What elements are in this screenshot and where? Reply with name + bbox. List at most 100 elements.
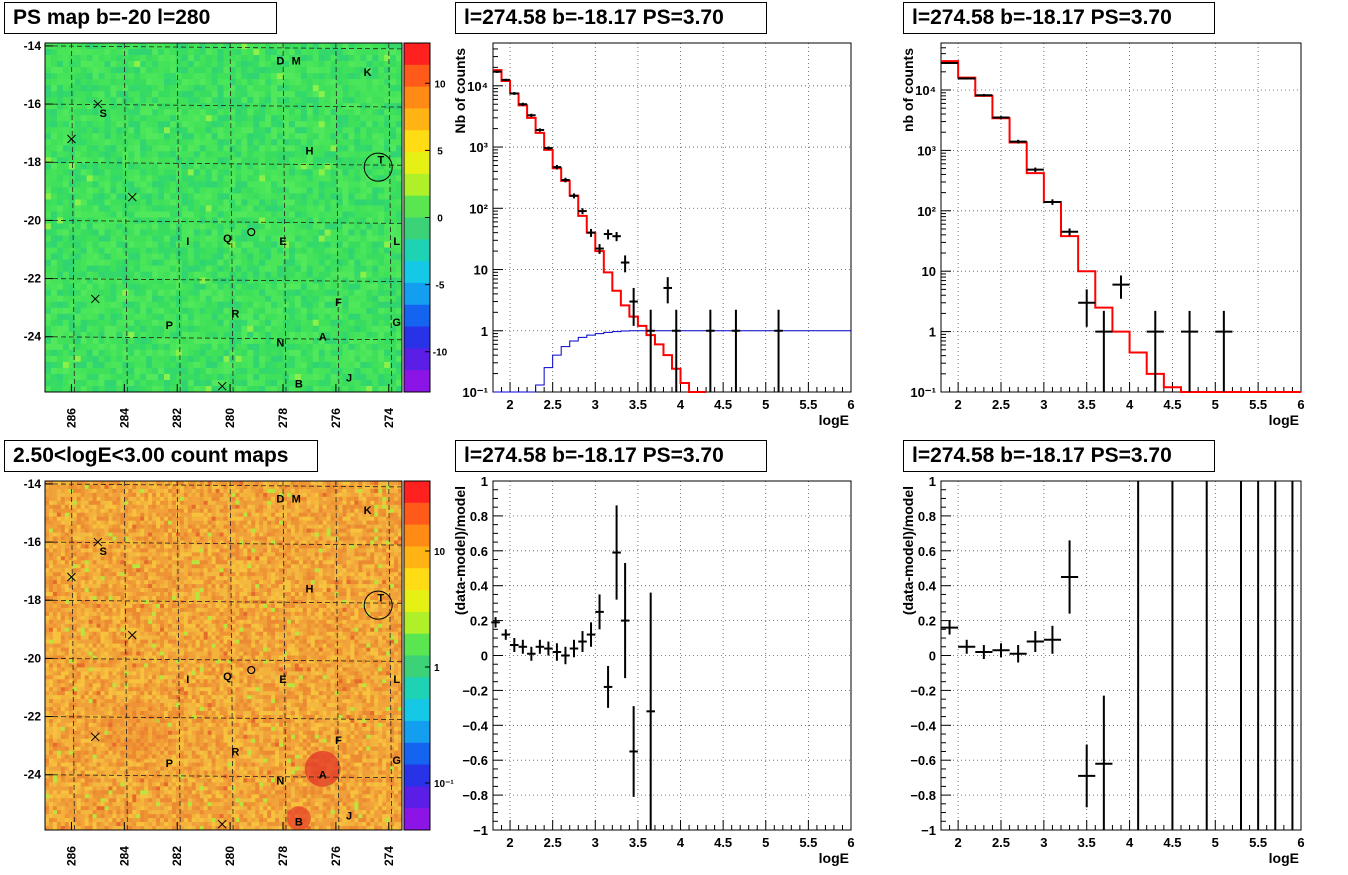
map-pixel bbox=[134, 259, 141, 267]
map-pixel bbox=[271, 361, 278, 369]
map-pixel bbox=[80, 175, 88, 182]
map-pixel bbox=[271, 193, 278, 200]
map-pixel bbox=[62, 55, 70, 62]
map-pixel bbox=[362, 500, 367, 506]
map-pixel bbox=[394, 500, 399, 506]
map-pixel bbox=[306, 49, 314, 56]
map-pixel bbox=[372, 283, 379, 291]
map-pixel bbox=[98, 91, 105, 98]
map-pixel bbox=[74, 325, 82, 333]
map-pixel bbox=[366, 193, 373, 200]
map-pixel bbox=[86, 91, 93, 98]
map-pixel bbox=[330, 373, 337, 381]
map-pixel bbox=[324, 337, 331, 345]
map-pixel bbox=[290, 532, 296, 537]
map-pixel bbox=[195, 528, 201, 533]
map-pixel bbox=[207, 512, 212, 518]
map-pixel bbox=[98, 223, 105, 230]
map-pixel bbox=[348, 355, 355, 363]
map-pixel bbox=[217, 43, 224, 50]
map-pixel bbox=[215, 516, 220, 522]
map-pixel bbox=[283, 247, 290, 255]
map-pixel bbox=[229, 145, 236, 152]
map-pixel bbox=[235, 103, 242, 110]
map-pixel bbox=[390, 271, 397, 279]
map-pixel bbox=[384, 73, 391, 80]
map-pixel bbox=[164, 235, 171, 242]
map-pixel bbox=[112, 496, 117, 502]
map-pixel bbox=[382, 516, 387, 522]
map-pixel bbox=[116, 229, 123, 236]
map-pixel bbox=[342, 301, 349, 309]
map-pixel bbox=[140, 528, 145, 533]
map-pixel bbox=[241, 325, 248, 333]
map-pixel bbox=[374, 484, 379, 490]
map-pixel bbox=[164, 43, 171, 50]
map-pixel bbox=[374, 524, 379, 529]
map-pixel bbox=[286, 532, 292, 537]
map-pixel bbox=[60, 540, 66, 545]
map-pixel bbox=[300, 163, 308, 170]
map-pixel bbox=[312, 223, 320, 230]
map-pixel bbox=[116, 484, 121, 490]
map-pixel bbox=[259, 481, 264, 486]
map-pixel bbox=[223, 235, 230, 242]
map-pixel bbox=[68, 211, 76, 218]
map-pixel bbox=[50, 115, 58, 122]
map-pixel bbox=[164, 55, 171, 62]
map-pixel bbox=[384, 301, 391, 309]
map-pixel bbox=[378, 516, 383, 522]
map-pixel bbox=[203, 492, 209, 498]
map-pixel bbox=[169, 265, 177, 273]
map-pixel bbox=[169, 319, 177, 327]
map-pixel bbox=[235, 91, 242, 98]
map-pixel bbox=[84, 536, 90, 541]
map-pixel bbox=[360, 163, 367, 170]
map-pixel bbox=[80, 205, 88, 212]
map-pixel bbox=[342, 265, 349, 273]
map-pixel bbox=[283, 516, 288, 522]
map-pixel bbox=[136, 496, 141, 502]
map-pixel bbox=[312, 373, 320, 381]
map-pixel bbox=[116, 61, 123, 68]
map-pixel bbox=[116, 289, 123, 297]
map-pixel bbox=[366, 500, 371, 506]
map-pixel bbox=[235, 301, 242, 309]
map-pixel bbox=[181, 361, 189, 369]
map-pixel bbox=[277, 127, 284, 134]
map-pixel bbox=[56, 385, 64, 393]
map-pixel bbox=[306, 532, 312, 537]
map-pixel bbox=[211, 277, 218, 285]
map-pixel bbox=[50, 229, 58, 236]
map-pixel bbox=[358, 512, 363, 518]
map-pixel bbox=[205, 325, 212, 333]
source-label-B: B bbox=[295, 378, 303, 390]
map-pixel bbox=[318, 504, 324, 510]
map-pixel bbox=[146, 307, 153, 315]
map-pixel bbox=[378, 508, 383, 514]
map-pixel bbox=[193, 109, 201, 116]
map-pixel bbox=[108, 528, 113, 533]
map-pixel bbox=[169, 385, 177, 393]
map-pixel bbox=[342, 536, 347, 541]
map-pixel bbox=[181, 115, 189, 122]
map-pixel bbox=[92, 235, 99, 242]
map-pixel bbox=[86, 133, 93, 140]
map-pixel bbox=[50, 205, 58, 212]
map-pixel bbox=[360, 115, 367, 122]
map-pixel bbox=[146, 271, 153, 279]
map-pixel bbox=[370, 481, 375, 486]
map-pixel bbox=[275, 508, 280, 514]
map-pixel bbox=[158, 127, 165, 134]
map-pixel bbox=[366, 516, 371, 522]
map-pixel bbox=[45, 484, 50, 490]
map-pixel bbox=[235, 343, 242, 351]
map-pixel bbox=[56, 217, 64, 224]
map-pixel bbox=[265, 187, 272, 194]
map-pixel bbox=[360, 79, 367, 86]
map-pixel bbox=[152, 199, 159, 206]
map-pixel bbox=[122, 289, 129, 297]
map-pixel bbox=[384, 115, 391, 122]
map-pixel bbox=[45, 181, 52, 188]
map-pixel bbox=[120, 516, 125, 522]
